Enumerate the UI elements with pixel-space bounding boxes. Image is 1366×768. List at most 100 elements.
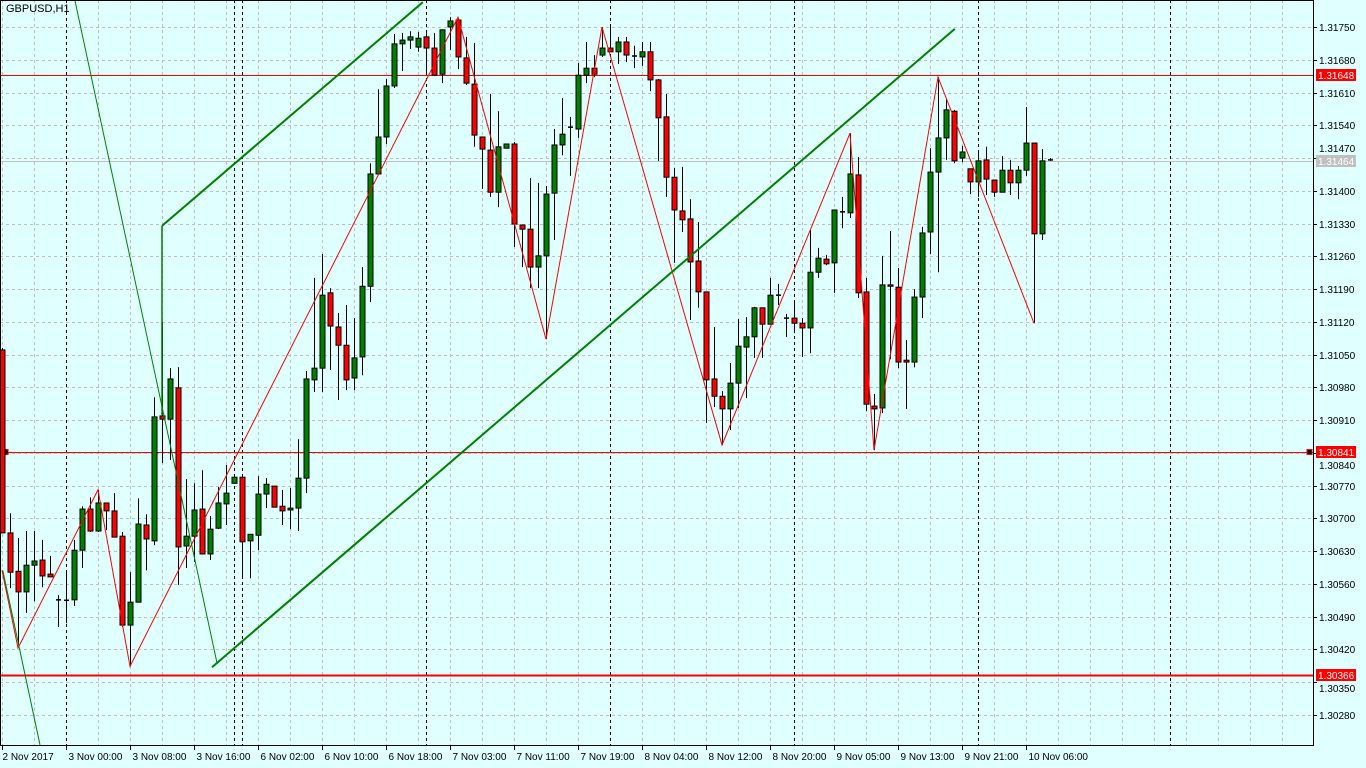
candle-body-bear (711, 378, 718, 397)
y-tick-label: 1.31330 (1319, 220, 1356, 231)
x-tick-label: 7 Nov 11:00 (517, 752, 571, 763)
candle (855, 157, 862, 298)
candle (239, 476, 246, 579)
candle (183, 479, 190, 569)
candle (991, 179, 998, 197)
candle-body-bull (399, 39, 406, 45)
candle-body-bull (743, 336, 750, 348)
candle (519, 224, 526, 268)
candle (679, 166, 686, 232)
candle (831, 209, 838, 293)
candle-body-bull (359, 285, 366, 358)
candle-body-bear (903, 359, 910, 363)
candle (279, 489, 286, 525)
candle (943, 99, 950, 160)
candle-body-bear (703, 291, 710, 381)
x-tick-label: 3 Nov 00:00 (69, 752, 123, 763)
candle (495, 111, 502, 208)
candle-body-bear (7, 532, 14, 573)
candle-body-bull (559, 133, 566, 146)
candle (327, 288, 334, 371)
chart-title: GBPUSD,H1 (6, 3, 70, 15)
candle-body-bear (239, 476, 246, 543)
candle (463, 36, 470, 86)
candle-body-bull (831, 209, 838, 264)
candle-body-bull (599, 47, 606, 56)
candle (359, 267, 366, 376)
candle-body-bull (935, 137, 942, 173)
candle (887, 231, 894, 360)
candle-body-bear (87, 508, 94, 532)
candle-body-bull (367, 173, 374, 287)
candle-body-bear (967, 168, 974, 183)
candle (199, 470, 206, 555)
candle-body-bear (175, 387, 182, 548)
candle-body-bear (983, 159, 990, 180)
candle (791, 302, 798, 334)
trendline (2, 570, 41, 745)
y-tick-label: 1.31540 (1319, 121, 1356, 132)
candle-body-bull (23, 564, 30, 593)
candle-body-bear (791, 317, 798, 324)
candle-body-bull (391, 43, 398, 87)
candle-body-bear (695, 260, 702, 293)
candle (367, 163, 374, 303)
y-tick-label: 1.31260 (1319, 252, 1356, 263)
candle-body-bull (319, 294, 326, 369)
candle (623, 36, 630, 63)
candle (383, 78, 390, 144)
candle-body-bull (751, 307, 758, 338)
candle-body-bull (767, 294, 774, 325)
x-tick-label: 9 Nov 21:00 (965, 752, 1019, 763)
candle (847, 133, 854, 218)
candle-body-bear (687, 218, 694, 263)
candle (15, 538, 22, 646)
candle (407, 31, 414, 49)
candle (311, 277, 318, 393)
candle-body-bull (247, 533, 254, 542)
candle-body-bull (943, 109, 950, 139)
candle-body-bear (111, 510, 118, 538)
candle (1039, 149, 1046, 240)
candle (647, 41, 654, 92)
y-tick-label: 1.31120 (1319, 318, 1355, 329)
candle-body-bull (1015, 169, 1022, 184)
y-tick-label: 1.30350 (1319, 684, 1356, 695)
candle-body-bear (39, 559, 46, 577)
candle (375, 89, 382, 175)
candle (31, 531, 38, 602)
candle (303, 370, 310, 494)
candle-body-bull (263, 483, 270, 495)
hline-price-label-bg (1316, 446, 1356, 458)
candle-body-bear (159, 415, 166, 420)
candle-body-bull (999, 169, 1006, 193)
candle-body-bear (487, 149, 494, 193)
candle-body-bull (927, 171, 934, 233)
candle-body-bull (223, 492, 230, 505)
candle (551, 129, 558, 240)
y-tick-label: 1.31680 (1319, 56, 1356, 67)
candle-body-bull (303, 378, 310, 479)
candle-body-bull (959, 151, 966, 159)
candle (807, 230, 814, 354)
candle-body-bear (527, 228, 534, 268)
candle (583, 41, 590, 84)
candle-body-bull (415, 37, 422, 48)
candle (727, 363, 734, 430)
candle (871, 393, 878, 451)
candle (423, 33, 430, 73)
candle (215, 487, 222, 530)
x-tick-label: 3 Nov 16:00 (197, 752, 251, 763)
candle (927, 148, 934, 254)
candle-body-bull (31, 560, 38, 566)
candle-body-bear (471, 83, 478, 136)
x-tick-label: 8 Nov 20:00 (773, 752, 827, 763)
candle-body-bear (655, 79, 662, 119)
y-tick-label: 1.30280 (1319, 711, 1356, 722)
candle (695, 222, 702, 308)
candle (919, 226, 926, 319)
candle-body-bear (607, 47, 614, 53)
candle (607, 27, 614, 53)
candle (431, 33, 438, 77)
